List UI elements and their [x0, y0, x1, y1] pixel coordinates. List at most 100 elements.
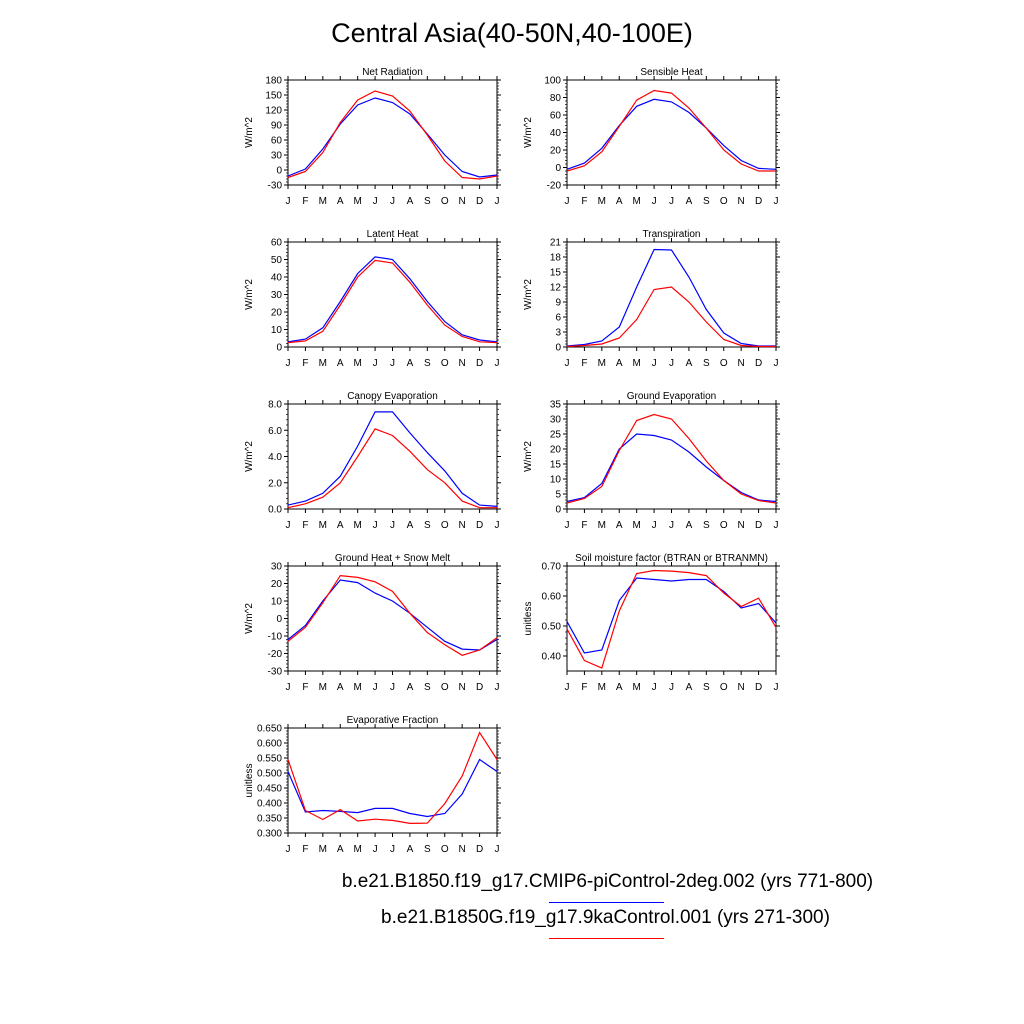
x-tick-label: N: [459, 682, 466, 693]
x-tick-label: A: [616, 682, 623, 693]
x-tick-label: J: [390, 196, 395, 207]
plot-frame: [287, 241, 498, 348]
x-tick-label: M: [319, 358, 327, 369]
series-line-blue: [287, 97, 498, 178]
y-tick-label: 0: [555, 163, 561, 174]
panel-title: Ground Evaporation: [627, 391, 717, 402]
x-tick-label: J: [495, 844, 500, 855]
y-tick-label: 30: [271, 562, 283, 573]
series-line-blue: [566, 433, 777, 503]
main-title: Central Asia(40-50N,40-100E): [331, 18, 693, 48]
x-tick-label: J: [565, 520, 570, 531]
x-tick-label: D: [476, 196, 483, 207]
x-tick-label: M: [319, 520, 327, 531]
x-tick-label: N: [738, 682, 745, 693]
y-tick-label: 0.400: [257, 799, 282, 810]
x-tick-label: M: [319, 844, 327, 855]
x-tick-label: A: [407, 358, 414, 369]
y-tick-label: 0.50: [542, 622, 562, 633]
x-tick-label: O: [720, 682, 728, 693]
x-tick-label: M: [598, 682, 606, 693]
y-tick-label: 0.450: [257, 784, 282, 795]
x-tick-label: F: [581, 682, 587, 693]
x-tick-label: N: [738, 520, 745, 531]
x-tick-label: D: [755, 520, 762, 531]
x-tick-label: S: [424, 196, 431, 207]
series-line-blue: [287, 411, 498, 507]
y-tick-label: 0.300: [257, 829, 282, 840]
x-tick-label: M: [319, 682, 327, 693]
x-tick-label: J: [373, 358, 378, 369]
x-tick-label: D: [476, 520, 483, 531]
x-tick-label: A: [407, 196, 414, 207]
y-tick-label: 0: [276, 343, 282, 354]
x-tick-label: D: [476, 682, 483, 693]
x-tick-label: M: [353, 682, 361, 693]
y-tick-label: 30: [271, 290, 283, 301]
x-tick-label: S: [703, 520, 710, 531]
y-tick-label: -30: [268, 667, 283, 678]
x-tick-label: A: [337, 520, 344, 531]
x-tick-label: F: [302, 358, 308, 369]
y-tick-label: 25: [550, 430, 562, 441]
x-tick-label: F: [302, 520, 308, 531]
y-tick-label: 0.60: [542, 592, 562, 603]
x-tick-label: S: [424, 682, 431, 693]
y-axis-label: W/m^2: [244, 603, 255, 634]
y-tick-label: 15: [550, 460, 562, 471]
x-tick-label: O: [720, 358, 728, 369]
x-tick-label: J: [286, 520, 291, 531]
y-tick-label: -20: [268, 649, 283, 660]
legend-swatch-blue: [549, 902, 664, 903]
y-tick-label: 120: [265, 106, 282, 117]
x-tick-label: J: [565, 358, 570, 369]
x-tick-label: M: [632, 358, 640, 369]
y-tick-label: 40: [271, 273, 283, 284]
series-line-blue: [566, 577, 777, 654]
x-tick-label: S: [424, 520, 431, 531]
y-axis-label: W/m^2: [244, 279, 255, 310]
x-tick-label: S: [703, 682, 710, 693]
y-tick-label: -30: [268, 181, 283, 192]
x-tick-label: J: [774, 196, 779, 207]
series-line-blue: [287, 579, 498, 651]
x-tick-label: J: [565, 682, 570, 693]
x-tick-label: J: [669, 358, 674, 369]
x-tick-label: N: [459, 196, 466, 207]
y-axis-label: W/m^2: [523, 279, 534, 310]
x-tick-label: A: [407, 520, 414, 531]
y-tick-label: -10: [268, 632, 283, 643]
legend-label-piControl: b.e21.B1850.f19_g17.CMIP6-piControl-2deg…: [341, 871, 874, 892]
y-tick-label: 90: [271, 121, 283, 132]
x-tick-label: J: [495, 520, 500, 531]
panel-title: Latent Heat: [367, 229, 419, 240]
x-tick-label: M: [353, 844, 361, 855]
x-tick-label: M: [353, 196, 361, 207]
x-tick-label: J: [390, 520, 395, 531]
y-tick-label: 5: [555, 490, 561, 501]
series-line-blue: [566, 98, 777, 170]
y-tick-label: 80: [550, 93, 562, 104]
x-tick-label: A: [337, 358, 344, 369]
panel-6: Ground Heat + Snow Melt W/m^2 -30 -20 -10 0 10…: [244, 553, 501, 693]
x-tick-label: J: [495, 196, 500, 207]
plot-frame: [287, 565, 498, 672]
x-tick-label: A: [616, 520, 623, 531]
y-axis-label: unitless: [244, 764, 255, 798]
x-tick-label: N: [738, 358, 745, 369]
x-tick-label: O: [441, 844, 449, 855]
x-tick-label: F: [302, 844, 308, 855]
y-tick-label: 0.500: [257, 769, 282, 780]
y-tick-label: 10: [271, 597, 283, 608]
x-tick-label: S: [424, 358, 431, 369]
x-tick-label: J: [286, 682, 291, 693]
y-tick-label: 8.0: [268, 400, 282, 411]
x-tick-label: J: [373, 520, 378, 531]
series-line-red: [287, 574, 498, 656]
y-tick-label: 150: [265, 91, 282, 102]
y-tick-label: 0.550: [257, 754, 282, 765]
